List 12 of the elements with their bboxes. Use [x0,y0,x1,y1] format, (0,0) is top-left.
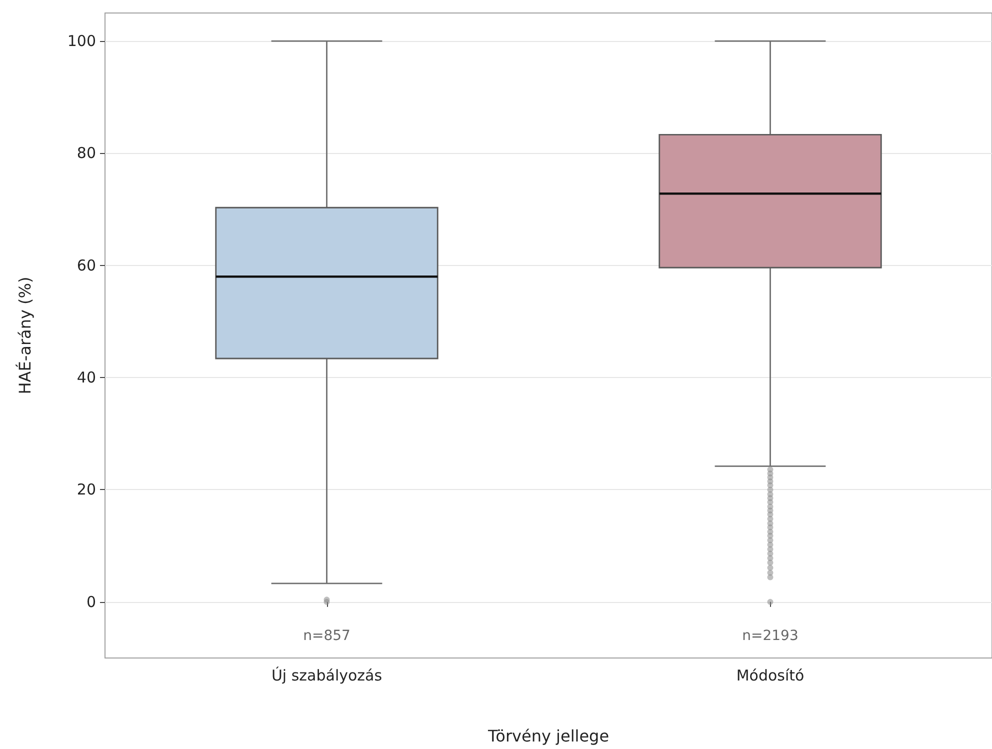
x-axis-title: Törvény jellege [486,726,610,746]
x-tick-label: Új szabályozás [271,666,382,684]
y-axis-title: HAÉ-arány (%) [16,276,34,394]
y-tick-label: 60 [76,256,96,274]
annotation: n=2193 [742,628,798,644]
y-tick-label: 80 [76,144,96,162]
x-tick-label: Módosító [736,666,804,684]
y-tick-label: 0 [86,592,96,611]
y-tick-label: 40 [76,368,96,387]
annotation: n=857 [303,628,350,644]
y-tick-label: 20 [76,480,96,499]
y-tick-label: 100 [67,32,96,50]
